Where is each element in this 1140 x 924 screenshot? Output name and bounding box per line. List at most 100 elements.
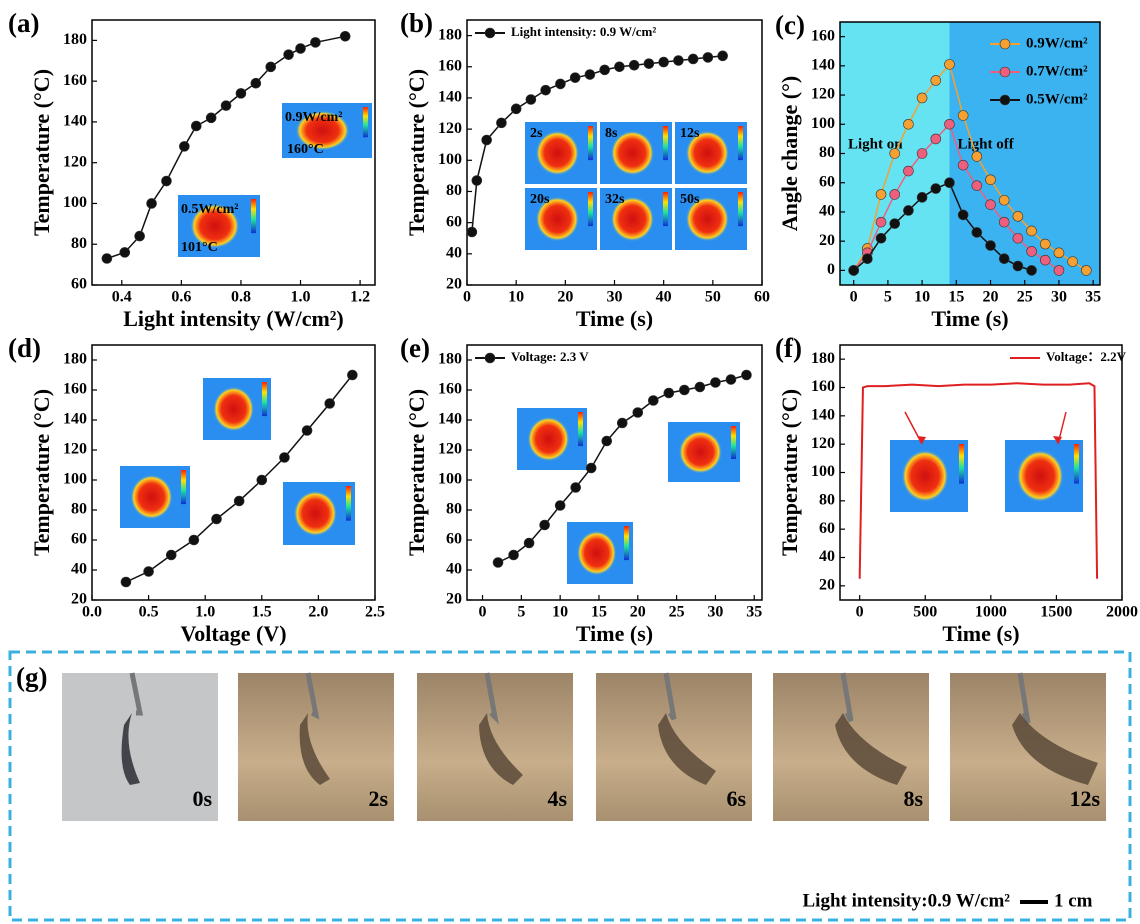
x-tick-label: 500 bbox=[913, 604, 937, 621]
marker bbox=[279, 452, 290, 463]
marker bbox=[554, 500, 566, 511]
x-tick-label: 15 bbox=[948, 289, 964, 306]
marker bbox=[673, 55, 684, 66]
y-tick-label: 140 bbox=[438, 89, 462, 106]
marker bbox=[539, 519, 550, 531]
x-tick-label: 10 bbox=[508, 289, 524, 306]
tweezers bbox=[129, 672, 144, 716]
thermal-spot bbox=[678, 430, 723, 474]
photo bbox=[238, 673, 394, 821]
marker bbox=[569, 72, 581, 83]
plot-frame bbox=[466, 344, 763, 601]
marker bbox=[233, 495, 245, 507]
y-tick-label: 120 bbox=[811, 86, 835, 103]
thermal-colorbar bbox=[663, 192, 668, 227]
y-tick-label: 60 bbox=[819, 520, 835, 537]
y-tick-label: 20 bbox=[446, 276, 462, 293]
y-axis-title: Angle change (°) bbox=[777, 76, 802, 231]
y-tick-label: 180 bbox=[438, 351, 462, 368]
y-tick-label: 0 bbox=[827, 261, 835, 278]
marker bbox=[601, 435, 613, 447]
marker bbox=[599, 64, 610, 76]
y-tick-label: 140 bbox=[63, 113, 87, 130]
x-tick-label: 0.4 bbox=[112, 289, 132, 306]
y-tick-label: 160 bbox=[811, 27, 835, 44]
x-axis-title: Time (s) bbox=[931, 306, 1008, 331]
annotation: 8s bbox=[605, 126, 618, 141]
x-tick-label: 25 bbox=[1017, 289, 1033, 306]
y-tick-label: 180 bbox=[438, 26, 462, 43]
thermal-spot bbox=[535, 196, 580, 242]
marker bbox=[930, 133, 942, 145]
marker bbox=[717, 50, 728, 62]
x-tick-label: 20 bbox=[983, 289, 999, 306]
y-tick-label: 120 bbox=[63, 441, 87, 458]
x-tick-label: 20 bbox=[557, 289, 573, 306]
y-tick-label: 40 bbox=[819, 548, 835, 565]
thermal-colorbar bbox=[588, 126, 593, 161]
y-axis-title: Temperature (°C) bbox=[777, 389, 802, 556]
x-tick-label: 2.0 bbox=[308, 604, 328, 621]
tweezers bbox=[663, 672, 677, 721]
y-tick-label: 120 bbox=[438, 120, 462, 137]
legend-label: 0.5W/cm² bbox=[1026, 91, 1088, 107]
y-tick-label: 140 bbox=[811, 57, 835, 74]
marker bbox=[985, 174, 996, 186]
plot-frame bbox=[91, 19, 376, 286]
x-tick-label: 10 bbox=[914, 289, 930, 306]
x-tick-label: 0.6 bbox=[171, 289, 191, 306]
photo-time: 2s bbox=[368, 786, 388, 811]
thermal-colorbar bbox=[731, 426, 736, 459]
thermal-spot bbox=[130, 474, 173, 520]
marker bbox=[283, 49, 294, 60]
scale-label: 1 cm bbox=[1054, 890, 1093, 911]
legend-marker bbox=[999, 66, 1011, 78]
thermal-colorbar bbox=[738, 192, 743, 227]
annotation: 160°C bbox=[287, 142, 324, 157]
x-tick-label: 0 bbox=[479, 604, 487, 621]
y-tick-label: 20 bbox=[819, 577, 835, 594]
thermal-colorbar bbox=[578, 412, 583, 447]
y-tick-label: 160 bbox=[63, 72, 87, 89]
marker bbox=[555, 78, 566, 90]
series-line bbox=[858, 382, 1099, 579]
x-tick-label: 1.2 bbox=[350, 289, 370, 306]
annotation: 50s bbox=[680, 192, 700, 207]
marker bbox=[889, 218, 901, 229]
plot-frame bbox=[91, 344, 376, 601]
legend-label: Voltage：2.2V bbox=[1046, 349, 1127, 364]
marker bbox=[930, 183, 942, 194]
y-tick-label: 120 bbox=[438, 441, 462, 458]
thermal-colorbar bbox=[959, 444, 964, 484]
x-axis-title: Time (s) bbox=[942, 621, 1019, 646]
marker bbox=[971, 151, 983, 162]
y-tick-label: 180 bbox=[811, 350, 835, 367]
marker bbox=[1012, 232, 1024, 244]
x-tick-label: 35 bbox=[1085, 289, 1101, 306]
thermal-spot bbox=[576, 530, 617, 576]
x-tick-label: 20 bbox=[630, 604, 646, 621]
photo-time: 0s bbox=[192, 786, 212, 811]
marker bbox=[211, 513, 222, 525]
marker bbox=[957, 209, 969, 221]
x-tick-label: 30 bbox=[707, 604, 723, 621]
x-tick-label: 30 bbox=[607, 289, 623, 306]
marker bbox=[161, 175, 172, 187]
x-tick-label: 0 bbox=[463, 289, 471, 306]
thermal-spot bbox=[685, 130, 730, 176]
x-tick-label: 2.5 bbox=[365, 604, 385, 621]
marker bbox=[339, 31, 351, 42]
panel-label: (c) bbox=[775, 10, 805, 40]
x-axis-title: Time (s) bbox=[576, 306, 653, 331]
caption: Light intensity:0.9 W/cm² bbox=[803, 890, 1011, 911]
marker bbox=[179, 141, 190, 152]
annotation: 101°C bbox=[181, 240, 218, 255]
marker bbox=[146, 198, 157, 209]
thermal-colorbar bbox=[738, 126, 743, 161]
legend-label: Voltage: 2.3 V bbox=[511, 349, 589, 364]
marker bbox=[205, 112, 217, 124]
marker bbox=[614, 61, 625, 73]
y-tick-label: 100 bbox=[438, 471, 462, 488]
marker bbox=[1067, 256, 1078, 267]
